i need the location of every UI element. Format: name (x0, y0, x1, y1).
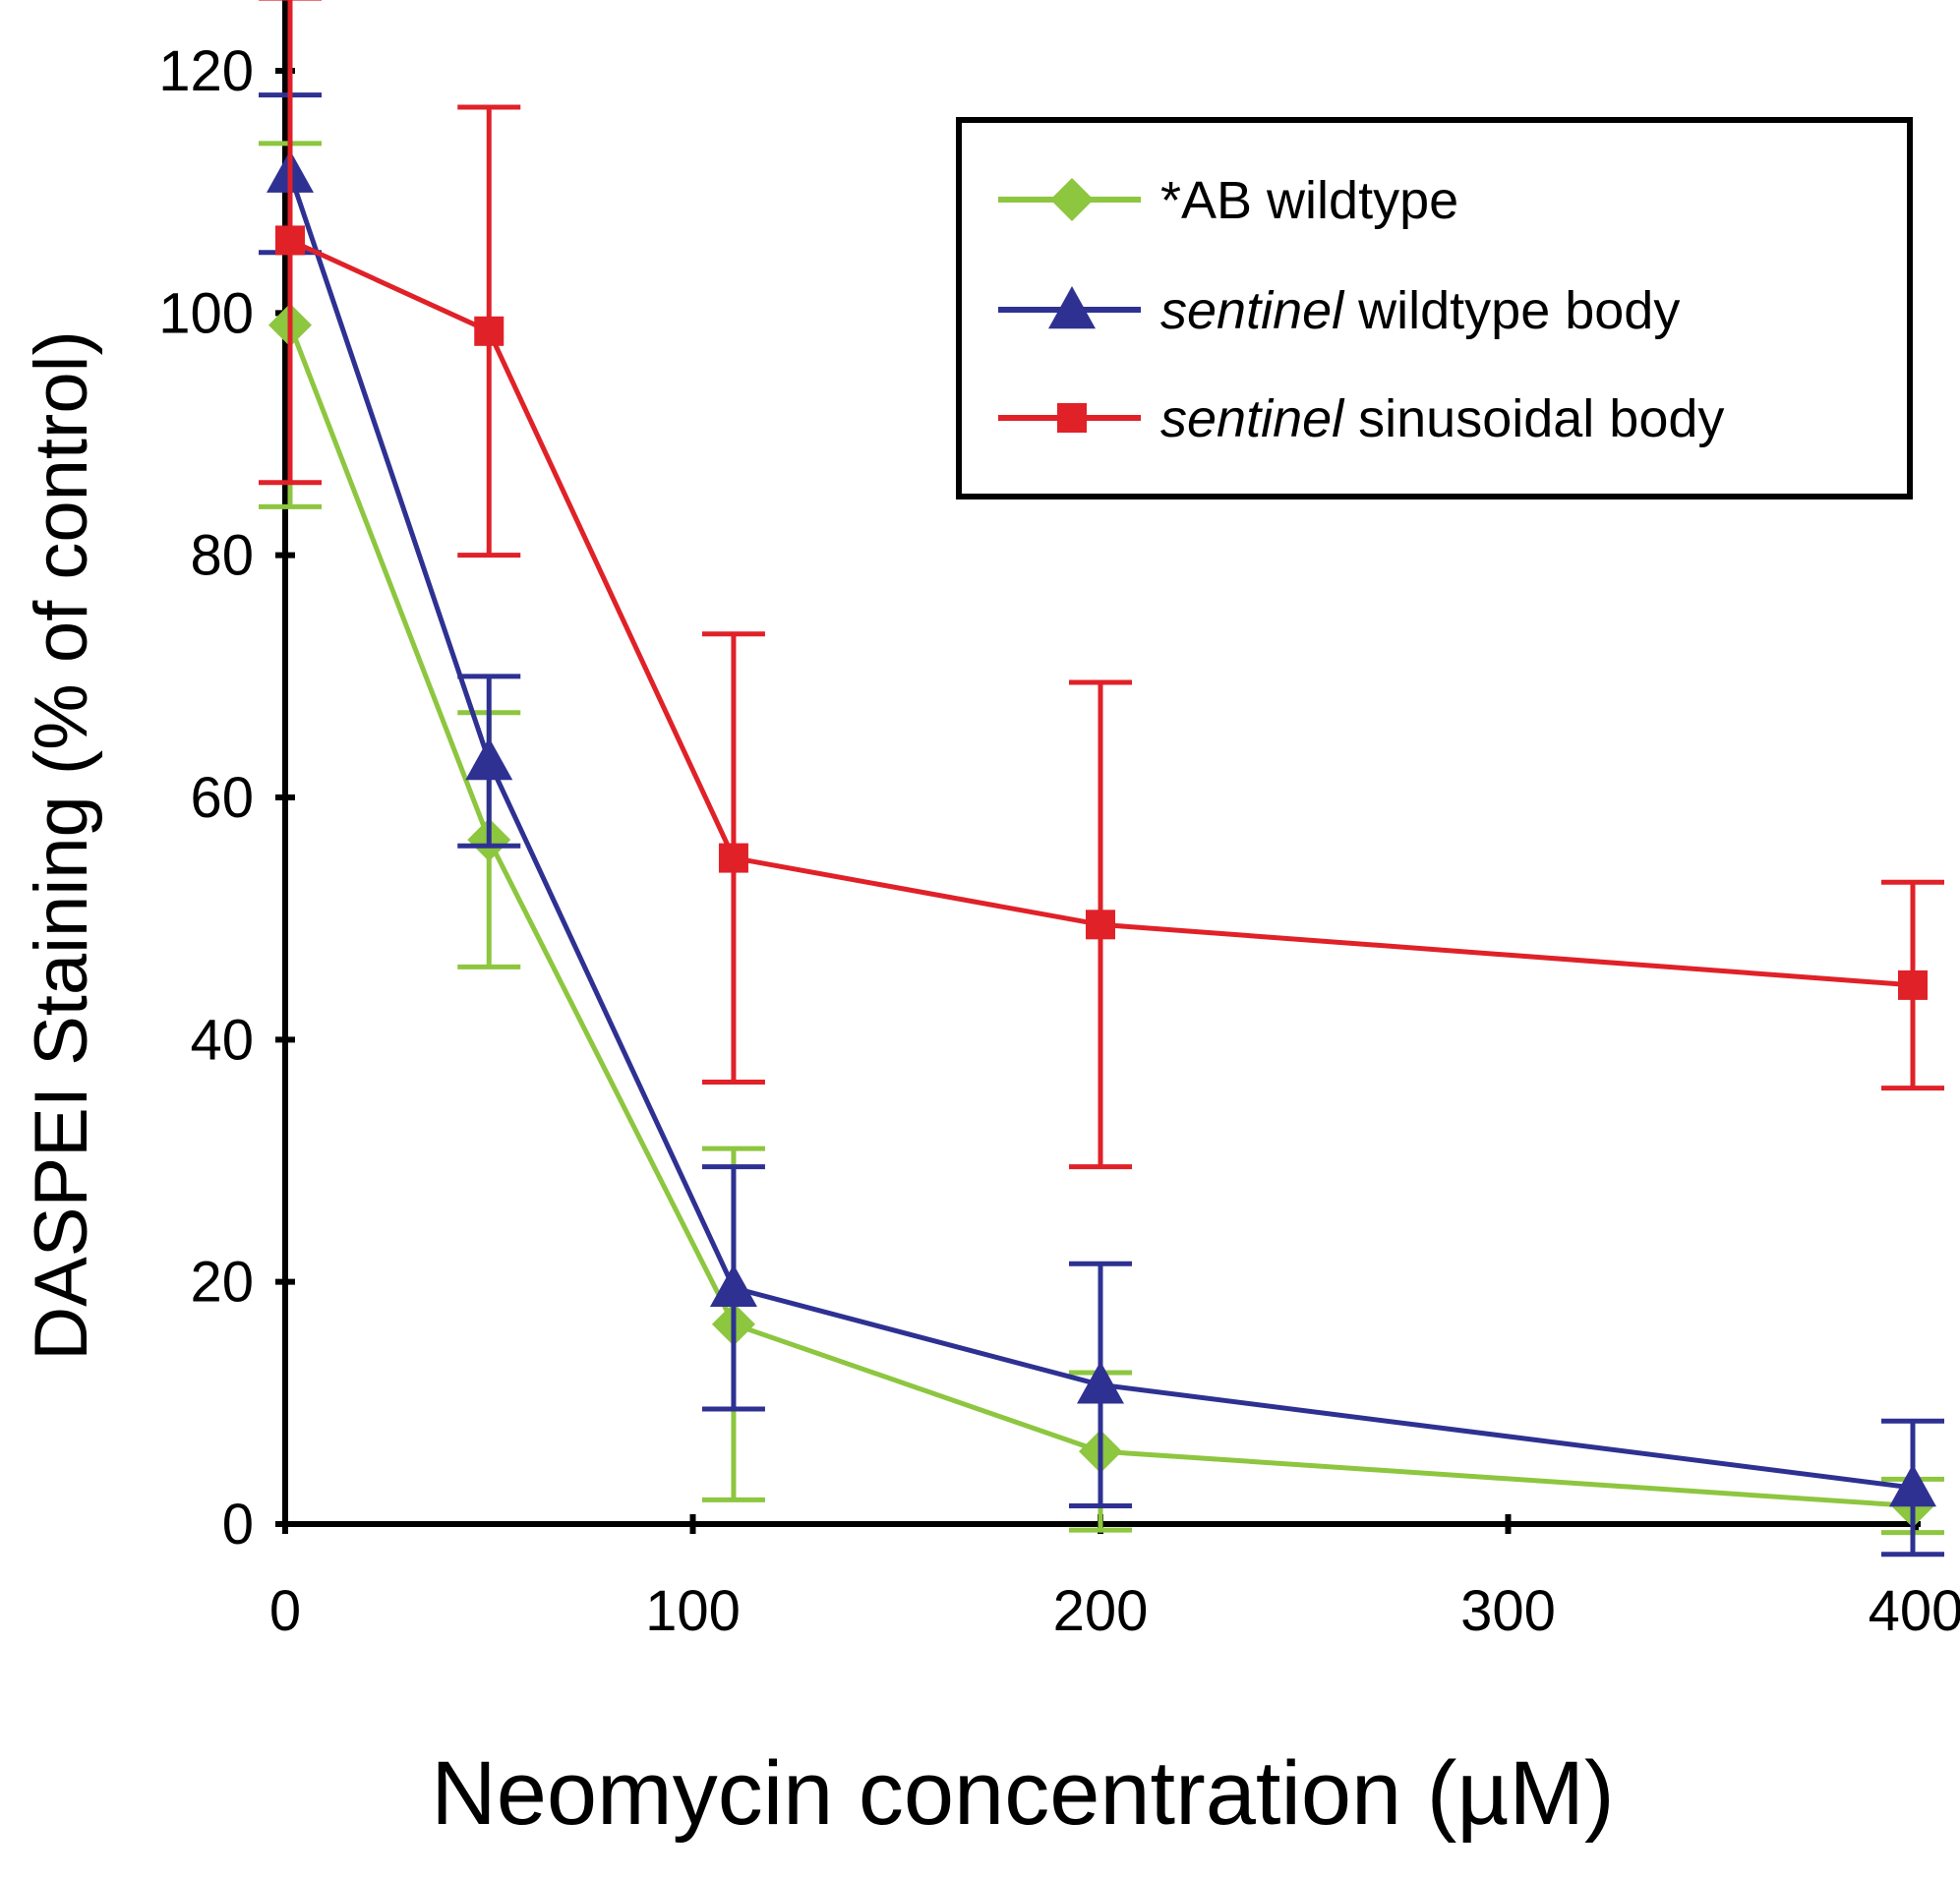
data-point-triangle (1048, 286, 1096, 329)
x-axis-title: Neomycin concentration (µM) (431, 1743, 1614, 1844)
data-point-triangle (465, 737, 513, 781)
y-tick-label: 40 (190, 1008, 254, 1072)
y-tick-label: 120 (158, 39, 254, 103)
legend-label-part: sentinel (1160, 281, 1345, 340)
x-tick-label: 400 (1869, 1579, 1960, 1643)
data-point-triangle (709, 1263, 757, 1308)
x-tick-label: 0 (269, 1579, 301, 1643)
data-point-square (474, 316, 505, 346)
legend-label-part: *AB wildtype (1160, 171, 1458, 230)
series-1 (259, 92, 1944, 1557)
data-point-square (275, 225, 305, 256)
data-point-diamond (1050, 178, 1094, 221)
data-point-triangle (1889, 1464, 1936, 1507)
legend-label: *AB wildtype (1160, 171, 1458, 230)
y-tick-label: 60 (190, 766, 254, 830)
legend-label: sentinel wildtype body (1160, 281, 1680, 340)
legend-label-part: sentinel (1160, 389, 1345, 448)
x-tick-label: 200 (1053, 1579, 1149, 1643)
data-point-square (1057, 403, 1087, 433)
data-point-triangle (1077, 1361, 1124, 1404)
legend-label: sentinel sinusoidal body (1160, 389, 1724, 448)
y-tick-label: 80 (190, 524, 254, 588)
legend-label-part: sinusoidal body (1343, 389, 1724, 448)
y-tick-label: 20 (190, 1251, 254, 1315)
legend-label-part: wildtype body (1343, 281, 1680, 340)
x-tick-label: 300 (1460, 1579, 1556, 1643)
series-layer (259, 0, 1944, 1557)
data-point-square (1086, 910, 1115, 940)
series-2 (259, 0, 1944, 1170)
y-axis-title: DASPEI Staining (% of control) (20, 330, 103, 1361)
data-point-square (1898, 969, 1928, 1000)
y-tick-label: 0 (222, 1493, 254, 1557)
y-tick-label: 100 (158, 281, 254, 345)
x-tick-label: 100 (645, 1579, 741, 1643)
data-point-square (718, 843, 748, 873)
